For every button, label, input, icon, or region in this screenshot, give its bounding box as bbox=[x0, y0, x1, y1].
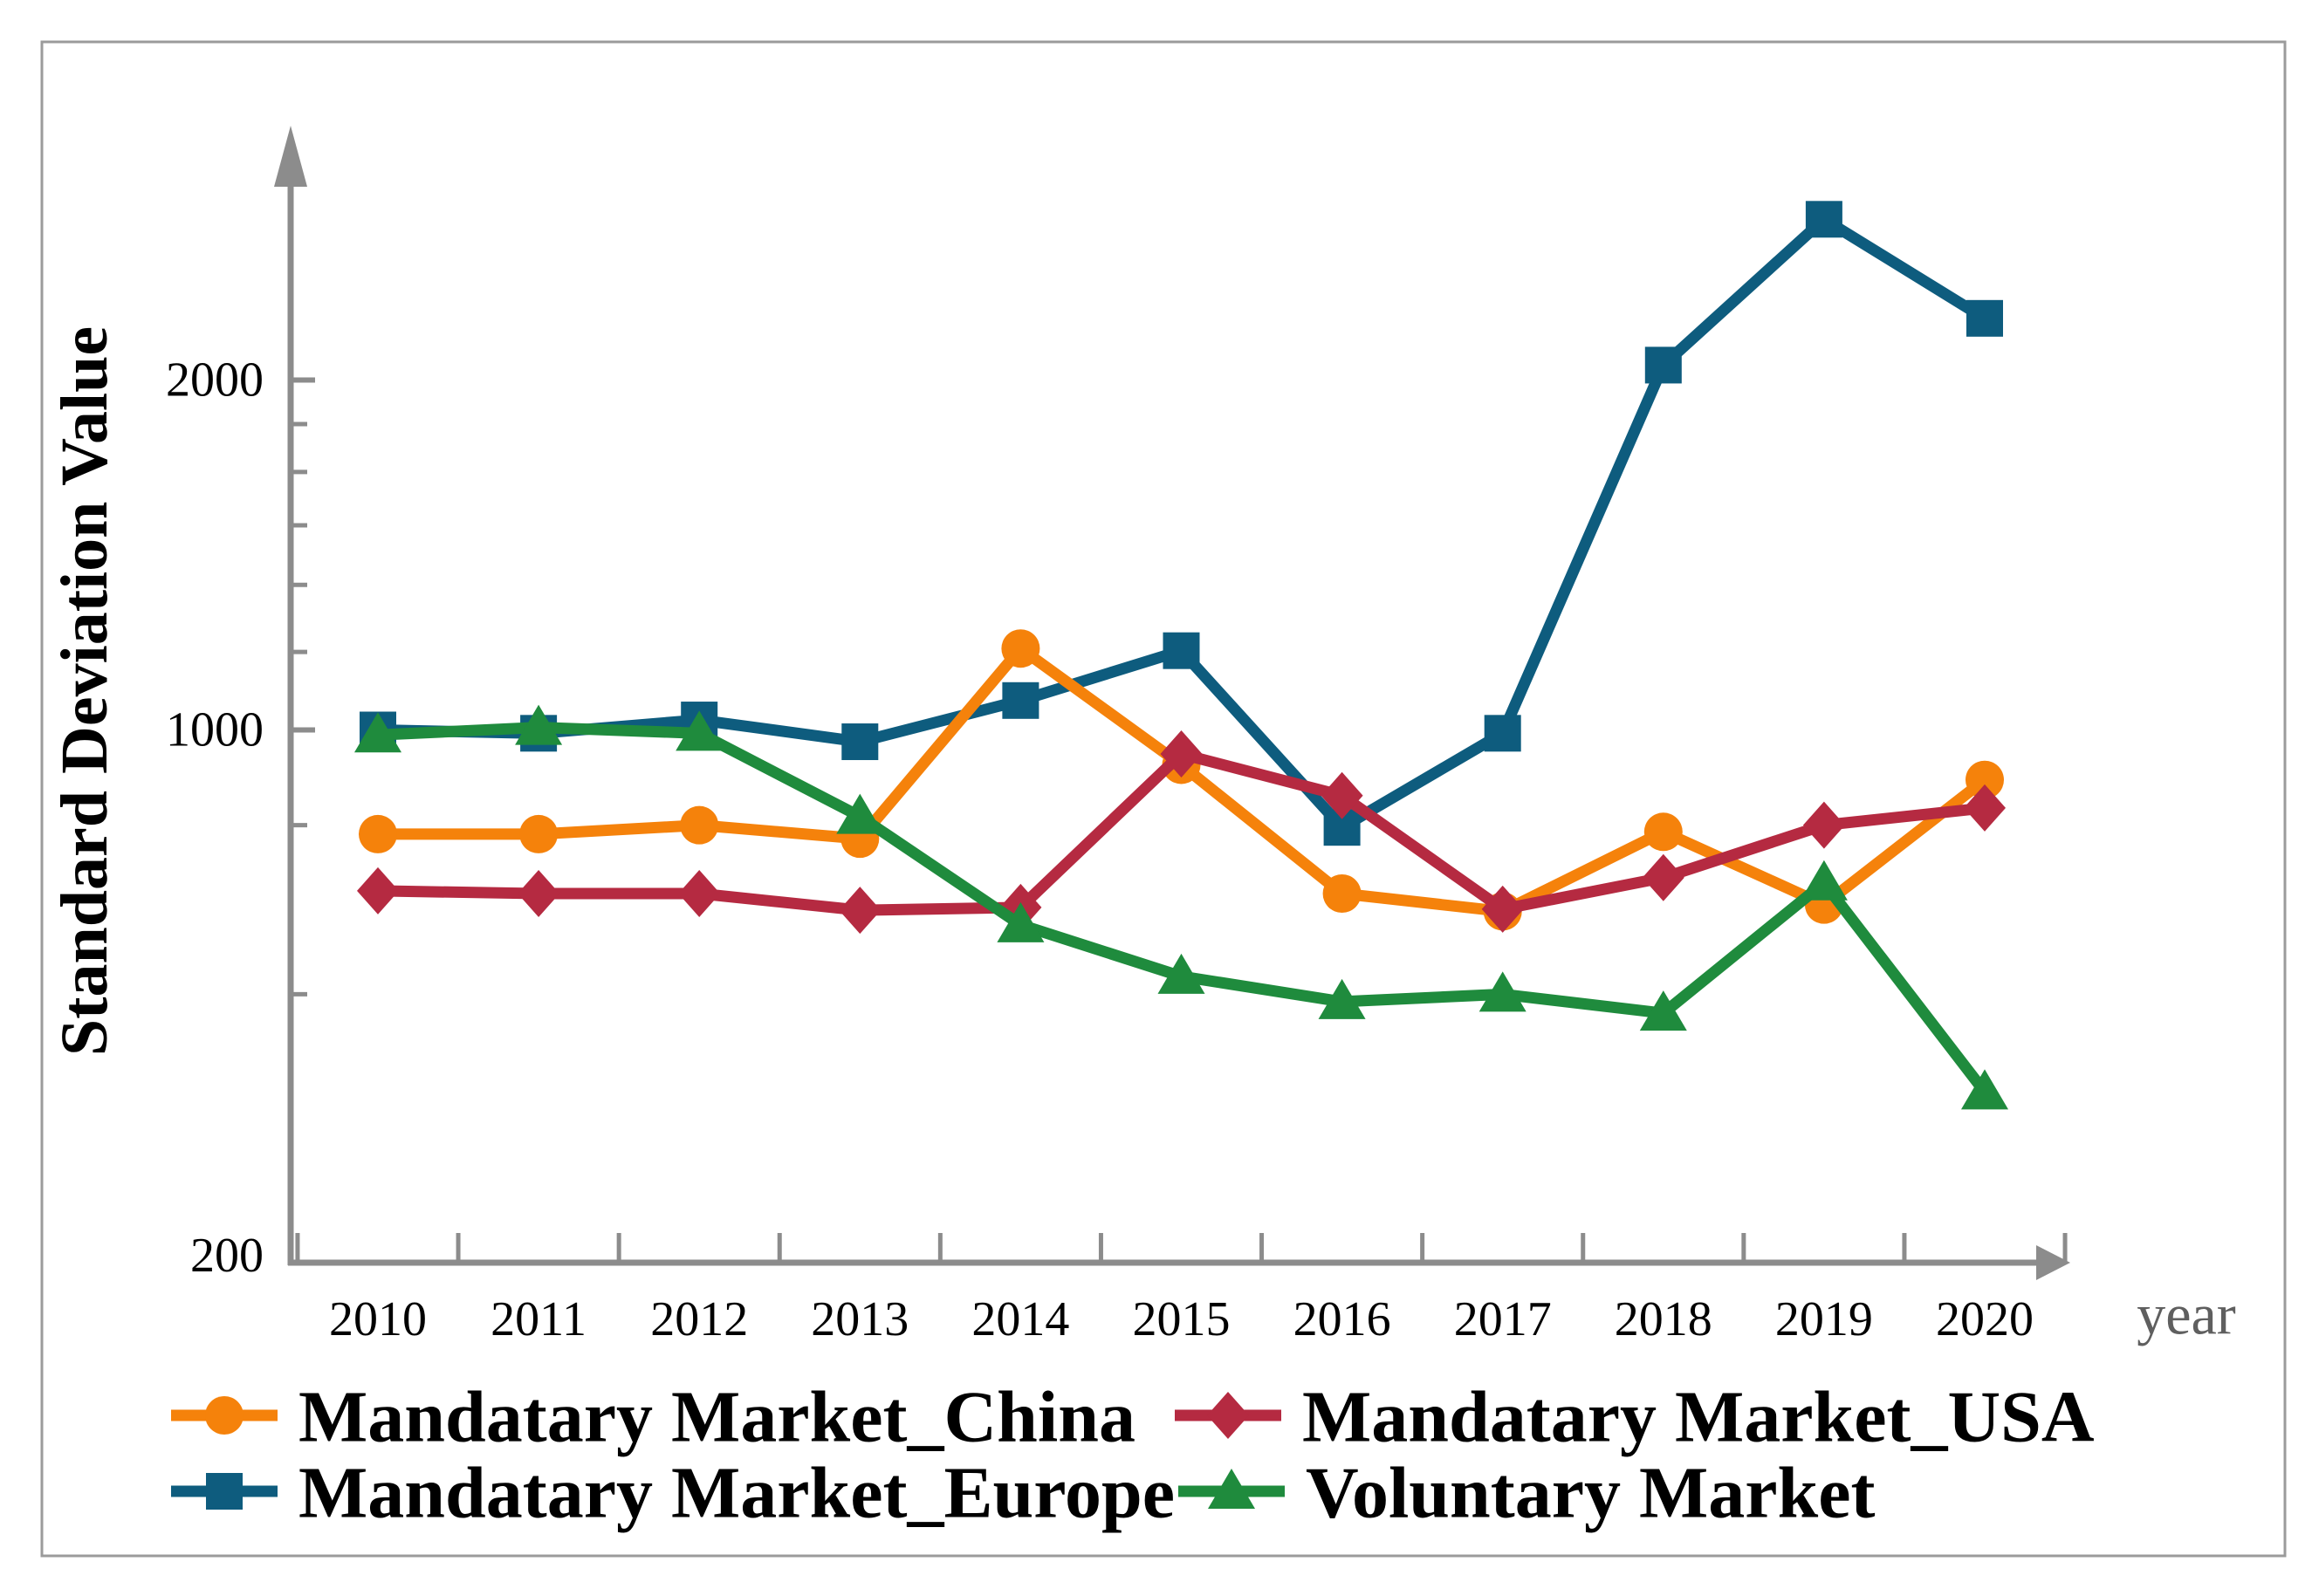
data-point-mandatary-market-china-2011 bbox=[519, 814, 559, 853]
series-mandatary-market-usa bbox=[357, 730, 2006, 935]
y-axis-tick-label: 2000 bbox=[166, 353, 264, 408]
data-point-mandatary-market-china-2014 bbox=[1001, 629, 1040, 668]
x-axis-tick-label: 2014 bbox=[971, 1292, 1069, 1346]
data-point-voluntary-market-2014 bbox=[997, 901, 1045, 942]
data-point-mandatary-market-usa-2015 bbox=[1160, 730, 1203, 778]
data-point-voluntary-market-2020 bbox=[1961, 1069, 2008, 1110]
data-point-voluntary-market-2013 bbox=[836, 793, 884, 834]
data-point-mandatary-market-usa-2011 bbox=[518, 870, 560, 918]
data-point-mandatary-market-europe-2014 bbox=[1002, 682, 1039, 719]
legend-swatch-marker-mandatary-market-europe bbox=[206, 1473, 243, 1510]
data-point-mandatary-market-usa-2020 bbox=[1964, 784, 2006, 832]
data-point-voluntary-market-2016 bbox=[1318, 978, 1366, 1019]
data-point-mandatary-market-europe-2017 bbox=[1484, 715, 1521, 752]
legend-item-voluntary-market: Voluntary Market bbox=[1178, 1453, 1876, 1534]
legend-swatch-marker-voluntary-market bbox=[1208, 1469, 1255, 1509]
legend: Mandatary Market_China Mandatary Market_U… bbox=[171, 1377, 2095, 1534]
legend-label-mandatary-market-europe: Mandatary Market_Europe bbox=[298, 1453, 1175, 1534]
legend-label-mandatary-market-usa: Mandatary Market_USA bbox=[1302, 1377, 2095, 1458]
x-axis-tick-label: 2012 bbox=[650, 1292, 748, 1346]
legend-swatch-marker-mandatary-market-china bbox=[205, 1396, 244, 1435]
x-axis-tick-label: 2020 bbox=[1936, 1292, 2034, 1346]
data-point-mandatary-market-china-2018 bbox=[1643, 812, 1683, 852]
y-axis-title: Standard Deviation Value bbox=[48, 326, 121, 1056]
x-axis-tick-label: 2016 bbox=[1293, 1292, 1391, 1346]
legend-item-mandatary-market-usa: Mandatary Market_USA bbox=[1175, 1377, 2095, 1458]
data-point-mandatary-market-europe-2018 bbox=[1644, 346, 1682, 384]
x-axis-tick-label: 2017 bbox=[1454, 1292, 1552, 1346]
data-point-mandatary-market-europe-2015 bbox=[1163, 632, 1200, 669]
page-frame bbox=[40, 40, 2287, 1558]
data-point-mandatary-market-europe-2019 bbox=[1805, 201, 1842, 238]
data-point-voluntary-market-2015 bbox=[1157, 953, 1205, 994]
x-axis-tick-label: 2011 bbox=[491, 1292, 587, 1346]
x-axis-tick-label: 2010 bbox=[329, 1292, 427, 1346]
data-point-mandatary-market-china-2020 bbox=[1966, 760, 2004, 799]
legend-label-mandatary-market-china: Mandatary Market_China bbox=[298, 1377, 1135, 1458]
x-axis-tick-label: 2013 bbox=[811, 1292, 909, 1346]
legend-item-mandatary-market-europe: Mandatary Market_Europe bbox=[171, 1453, 1175, 1534]
data-point-mandatary-market-europe-2013 bbox=[841, 723, 879, 761]
data-point-mandatary-market-usa-2018 bbox=[1642, 853, 1684, 901]
x-axis-tick-label: 2015 bbox=[1133, 1292, 1231, 1346]
data-point-mandatary-market-europe-2020 bbox=[1966, 299, 2003, 337]
data-point-voluntary-market-2011 bbox=[515, 704, 563, 745]
data-point-mandatary-market-usa-2012 bbox=[678, 870, 721, 918]
legend-label-voluntary-market: Voluntary Market bbox=[1306, 1453, 1876, 1534]
y-axis-tick-label: 1000 bbox=[166, 703, 264, 757]
data-point-mandatary-market-china-2016 bbox=[1322, 874, 1362, 914]
x-axis-tick-label: 2019 bbox=[1775, 1292, 1873, 1346]
data-point-voluntary-market-2010 bbox=[354, 712, 401, 753]
data-point-mandatary-market-usa-2010 bbox=[357, 866, 399, 914]
x-axis-title: year bbox=[2137, 1284, 2236, 1347]
y-axis-tick-label: 200 bbox=[190, 1229, 264, 1283]
data-point-voluntary-market-2017 bbox=[1478, 971, 1526, 1012]
legend-item-mandatary-market-china: Mandatary Market_China bbox=[171, 1377, 1135, 1458]
data-point-voluntary-market-2018 bbox=[1639, 990, 1687, 1031]
data-point-mandatary-market-china-2010 bbox=[359, 814, 397, 853]
legend-swatch-marker-mandatary-market-usa bbox=[1207, 1392, 1249, 1439]
data-point-mandatary-market-china-2012 bbox=[680, 805, 719, 845]
data-point-voluntary-market-2019 bbox=[1800, 860, 1848, 901]
x-axis-tick-label: 2018 bbox=[1615, 1292, 1712, 1346]
data-point-mandatary-market-usa-2019 bbox=[1802, 801, 1845, 849]
series-voluntary-market bbox=[354, 704, 2008, 1110]
data-point-mandatary-market-usa-2017 bbox=[1481, 885, 1524, 933]
data-point-mandatary-market-usa-2016 bbox=[1321, 771, 1363, 819]
data-point-mandatary-market-usa-2013 bbox=[839, 887, 882, 935]
x-axis-arrow-icon bbox=[2036, 1245, 2070, 1280]
y-axis-arrow-icon bbox=[274, 126, 307, 187]
data-point-voluntary-market-2012 bbox=[676, 710, 724, 751]
